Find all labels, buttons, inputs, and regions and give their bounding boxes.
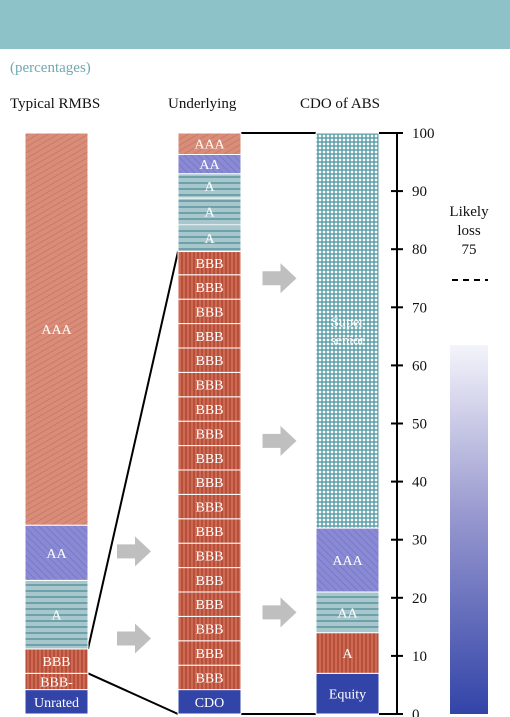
bar-segment-1-21-a <box>177 173 242 199</box>
y-tick-label-0: 0 <box>412 707 420 717</box>
y-tick-label-10: 10 <box>412 649 427 665</box>
connector-line-0-1 <box>87 251 179 650</box>
bar-segment-1-13-bbb <box>177 371 242 398</box>
segment-label-2-4-1: senior <box>330 334 365 349</box>
segment-label-1-15: BBB <box>195 330 223 345</box>
bar-segment-2-4-super-senior <box>315 132 380 529</box>
segment-label-1-5: BBB <box>195 574 223 589</box>
bar-segment-2-2-aa <box>315 591 380 634</box>
segment-label-1-8: BBB <box>195 501 223 516</box>
segment-label-1-11: BBB <box>195 427 223 442</box>
bar-segment-1-7-bbb <box>177 518 242 544</box>
column-title-rmbs: Typical RMBS <box>10 96 101 112</box>
flow-arrow-0 <box>117 623 151 654</box>
y-tick-label-20: 20 <box>412 591 427 607</box>
segment-label-1-17: BBB <box>195 281 223 296</box>
bar-segment-1-14-bbb <box>177 347 242 373</box>
segment-label-1-4: BBB <box>195 598 223 613</box>
bar-segment-1-23-aaa <box>177 132 242 155</box>
bar-segment-1-5-bbb <box>177 567 242 593</box>
bar-segment-1-17-bbb <box>177 274 242 300</box>
bar-segment-1-0-cdo <box>177 689 242 715</box>
loss-gradient-scale <box>450 345 488 714</box>
segment-label-1-14: BBB <box>195 354 223 369</box>
bar-segment-1-20-a <box>177 197 242 226</box>
y-tick-label-90: 90 <box>412 184 427 200</box>
bar-segment-0-0-unrated <box>24 689 89 715</box>
bar-segment-0-3-a <box>24 579 89 650</box>
segment-label-2-3: AAA <box>332 554 363 569</box>
y-tick-label-40: 40 <box>412 475 427 491</box>
segment-label-1-22: AA <box>199 158 220 173</box>
flow-arrow-2 <box>262 425 297 456</box>
segment-label-2-0: Equity <box>329 688 366 703</box>
header-bar <box>0 0 510 49</box>
segment-label-2-4-0: Super <box>331 316 364 331</box>
segment-label-0-5: AAA <box>41 323 72 338</box>
segment-label-1-7: BBB <box>195 525 223 540</box>
bar-segment-0-4-aa <box>24 524 89 581</box>
y-tick-label-50: 50 <box>412 417 427 433</box>
y-tick-label-70: 70 <box>412 300 427 316</box>
segment-label-2-2: AA <box>337 606 358 621</box>
segment-label-1-3: BBB <box>195 623 223 638</box>
flow-arrow-extra <box>262 597 297 628</box>
bar-segment-2-0-equity <box>315 672 380 715</box>
segment-label-1-19: A <box>204 232 215 247</box>
segment-label-0-4: AA <box>46 547 67 562</box>
segment-label-1-10: BBB <box>195 452 223 467</box>
legend-line-0: Likely <box>449 204 489 220</box>
bar-segment-1-11-bbb <box>177 420 242 447</box>
legend-line-1: loss <box>457 223 481 239</box>
connector-line-0-0 <box>87 672 179 715</box>
legend-line-2: 75 <box>462 242 477 258</box>
segment-label-1-21: A <box>204 180 215 195</box>
segment-label-0-1: BBB- <box>40 675 73 690</box>
bar-segment-2-3-aaa <box>315 527 380 593</box>
flow-arrow-1 <box>117 536 151 567</box>
bar-segment-2-1-a <box>315 632 380 674</box>
flow-arrow-3 <box>262 263 297 294</box>
segment-label-1-1: BBB <box>195 671 223 686</box>
segment-label-1-13: BBB <box>195 379 223 394</box>
bar-segment-1-19-a <box>177 224 242 253</box>
segment-label-1-0: CDO <box>195 696 225 711</box>
segment-label-2-1: A <box>342 647 353 662</box>
bar-segment-1-2-bbb <box>177 640 242 666</box>
column-title-underlying: Underlying <box>168 96 237 112</box>
segment-label-0-3: A <box>51 609 62 624</box>
segment-label-1-2: BBB <box>195 647 223 662</box>
segment-label-1-9: BBB <box>195 476 223 491</box>
bar-segment-1-3-bbb <box>177 615 242 642</box>
bar-segment-1-6-bbb <box>177 542 242 569</box>
unit-label: (percentages) <box>10 60 91 76</box>
y-tick-label-80: 80 <box>412 242 427 258</box>
segment-label-1-12: BBB <box>195 403 223 418</box>
bar-segment-1-15-bbb <box>177 323 242 349</box>
y-tick-label-60: 60 <box>412 358 427 374</box>
column-title-cdo: CDO of ABS <box>300 96 381 112</box>
segment-label-1-20: A <box>204 205 215 220</box>
segment-label-0-0: Unrated <box>34 696 79 711</box>
bar-segment-0-5-aaa <box>24 132 89 526</box>
bar-segment-1-8-bbb <box>177 493 242 520</box>
y-tick-label-100: 100 <box>412 126 435 142</box>
y-tick-label-30: 30 <box>412 533 427 549</box>
segment-label-1-23: AAA <box>194 138 225 153</box>
segment-label-1-18: BBB <box>195 257 223 272</box>
segment-label-1-16: BBB <box>195 305 223 320</box>
segment-label-1-6: BBB <box>195 549 223 564</box>
segment-label-0-2: BBB <box>42 655 70 670</box>
